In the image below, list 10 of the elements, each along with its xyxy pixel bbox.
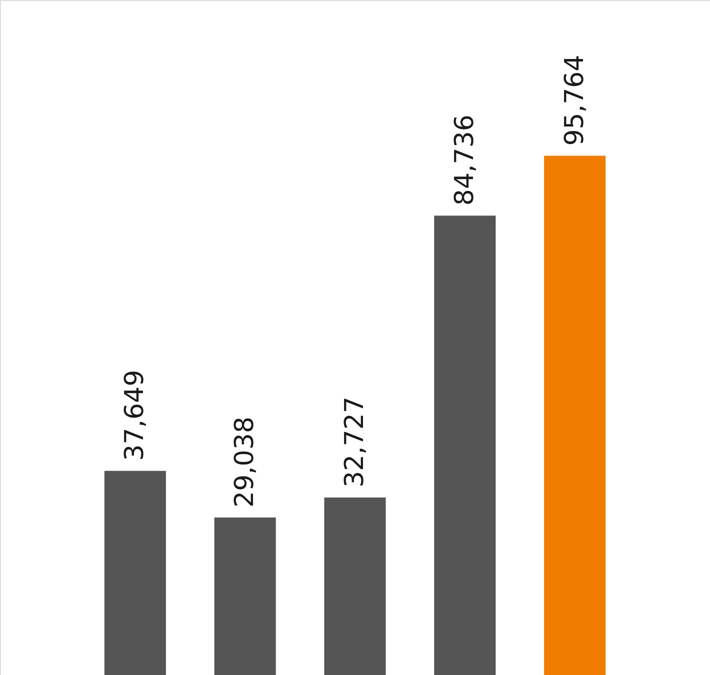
bar <box>214 518 276 675</box>
data-label: 95,764 <box>560 54 590 146</box>
bar <box>324 498 386 675</box>
bar <box>434 216 496 675</box>
data-label: 84,736 <box>450 114 480 206</box>
data-label: 32,727 <box>340 396 370 488</box>
bar <box>104 470 166 675</box>
bar <box>544 156 606 675</box>
data-label: 29,038 <box>230 416 260 508</box>
data-label: 37,649 <box>120 370 150 461</box>
